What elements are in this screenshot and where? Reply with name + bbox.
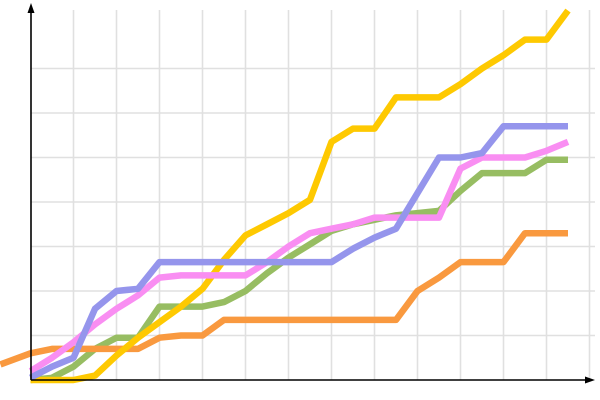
series-yellow-line — [30, 8, 571, 384]
y-axis-arrow-icon — [27, 3, 35, 13]
series-orange-line — [0, 229, 568, 368]
x-axis-arrow-icon — [585, 376, 595, 384]
series-purple-line — [28, 123, 568, 381]
series-pink-line — [28, 138, 570, 374]
series-green-line — [30, 156, 568, 384]
